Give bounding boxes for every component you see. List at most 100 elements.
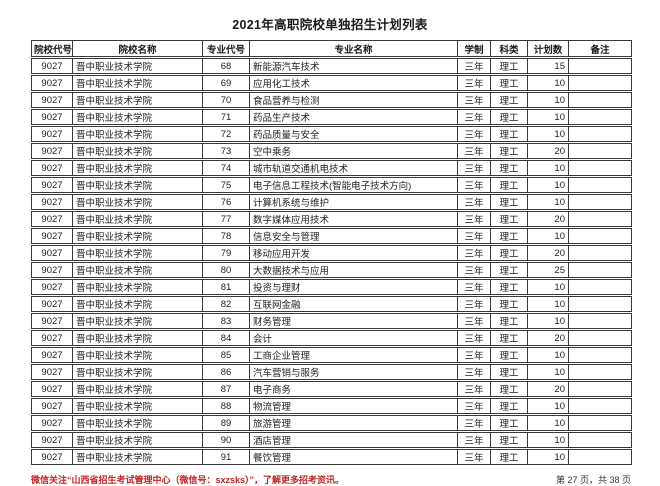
table-cell: 理工 bbox=[491, 245, 528, 261]
table-cell: 理工 bbox=[491, 347, 528, 363]
table-cell bbox=[569, 347, 632, 363]
table-cell: 三年 bbox=[458, 330, 491, 346]
table-row: 9027 晋中职业技术学院 89 旅游管理 三年 理工 10 bbox=[31, 415, 632, 431]
table-cell: 25 bbox=[528, 262, 569, 278]
table-cell: 药品生产技术 bbox=[250, 109, 458, 125]
table-cell: 75 bbox=[203, 177, 250, 193]
table-cell: 理工 bbox=[491, 92, 528, 108]
page-number: 第 27 页，共 38 页 bbox=[555, 475, 631, 485]
table-row: 9027 晋中职业技术学院 87 电子商务 三年 理工 20 bbox=[31, 381, 632, 397]
table-cell: 三年 bbox=[458, 143, 491, 159]
table-cell: 理工 bbox=[491, 228, 528, 244]
table-cell: 物流管理 bbox=[250, 398, 458, 414]
table-cell: 三年 bbox=[458, 381, 491, 397]
table-cell: 晋中职业技术学院 bbox=[73, 398, 203, 414]
table-cell: 理工 bbox=[491, 449, 528, 465]
table-cell: 三年 bbox=[458, 109, 491, 125]
table-cell bbox=[569, 364, 632, 380]
enrollment-plan-table: 院校代号 院校名称 专业代号 专业名称 学制 科类 计划数 备注 9027 晋中职业技术学院 68… bbox=[31, 39, 632, 466]
table-cell bbox=[569, 330, 632, 346]
table-cell: 城市轨道交通机电技术 bbox=[250, 160, 458, 176]
table-cell bbox=[569, 126, 632, 142]
table-cell: 77 bbox=[203, 211, 250, 227]
table-cell: 理工 bbox=[491, 262, 528, 278]
table-cell: 旅游管理 bbox=[250, 415, 458, 431]
table-cell: 83 bbox=[203, 313, 250, 329]
table-cell: 82 bbox=[203, 296, 250, 312]
table-cell: 10 bbox=[528, 160, 569, 176]
column-header-0: 院校代号 bbox=[31, 40, 73, 57]
table-cell: 晋中职业技术学院 bbox=[73, 58, 203, 74]
table-cell: 10 bbox=[528, 228, 569, 244]
table-cell: 三年 bbox=[458, 194, 491, 210]
table-cell: 9027 bbox=[31, 194, 73, 210]
table-cell bbox=[569, 449, 632, 465]
table-cell: 晋中职业技术学院 bbox=[73, 364, 203, 380]
table-cell: 10 bbox=[528, 126, 569, 142]
table-cell: 10 bbox=[528, 432, 569, 448]
table-cell: 76 bbox=[203, 194, 250, 210]
table-cell: 应用化工技术 bbox=[250, 75, 458, 91]
table-cell: 90 bbox=[203, 432, 250, 448]
table-cell: 理工 bbox=[491, 58, 528, 74]
table-cell: 晋中职业技术学院 bbox=[73, 228, 203, 244]
table-cell: 88 bbox=[203, 398, 250, 414]
table-cell: 数字媒体应用技术 bbox=[250, 211, 458, 227]
table-row: 9027 晋中职业技术学院 69 应用化工技术 三年 理工 10 bbox=[31, 75, 632, 91]
table-cell: 9027 bbox=[31, 381, 73, 397]
table-row: 9027 晋中职业技术学院 84 会计 三年 理工 20 bbox=[31, 330, 632, 346]
table-cell: 91 bbox=[203, 449, 250, 465]
table-cell: 食品营养与检测 bbox=[250, 92, 458, 108]
table-cell: 10 bbox=[528, 75, 569, 91]
column-header-4: 学制 bbox=[458, 40, 491, 57]
table-cell: 81 bbox=[203, 279, 250, 295]
table-cell: 理工 bbox=[491, 194, 528, 210]
column-header-3: 专业名称 bbox=[250, 40, 458, 57]
table-cell: 会计 bbox=[250, 330, 458, 346]
table-cell: 74 bbox=[203, 160, 250, 176]
table-cell: 9027 bbox=[31, 398, 73, 414]
table-cell: 晋中职业技术学院 bbox=[73, 143, 203, 159]
table-cell: 晋中职业技术学院 bbox=[73, 245, 203, 261]
table-cell: 三年 bbox=[458, 262, 491, 278]
table-row: 9027 晋中职业技术学院 82 互联网金融 三年 理工 10 bbox=[31, 296, 632, 312]
table-cell: 三年 bbox=[458, 211, 491, 227]
table-cell: 理工 bbox=[491, 364, 528, 380]
table-cell: 三年 bbox=[458, 177, 491, 193]
table-cell bbox=[569, 262, 632, 278]
table-cell: 财务管理 bbox=[250, 313, 458, 329]
table-cell: 9027 bbox=[31, 75, 73, 91]
table-cell bbox=[569, 381, 632, 397]
table-cell: 理工 bbox=[491, 381, 528, 397]
table-cell: 新能源汽车技术 bbox=[250, 58, 458, 74]
table-cell bbox=[569, 58, 632, 74]
table-cell: 三年 bbox=[458, 449, 491, 465]
table-cell: 理工 bbox=[491, 296, 528, 312]
table-cell bbox=[569, 313, 632, 329]
table-cell bbox=[569, 432, 632, 448]
table-cell: 空中乘务 bbox=[250, 143, 458, 159]
header-row: 院校代号 院校名称 专业代号 专业名称 学制 科类 计划数 备注 bbox=[31, 40, 632, 57]
table-row: 9027 晋中职业技术学院 73 空中乘务 三年 理工 20 bbox=[31, 143, 632, 159]
table-cell: 晋中职业技术学院 bbox=[73, 75, 203, 91]
table-cell: 移动应用开发 bbox=[250, 245, 458, 261]
table-row: 9027 晋中职业技术学院 77 数字媒体应用技术 三年 理工 20 bbox=[31, 211, 632, 227]
table-cell: 理工 bbox=[491, 330, 528, 346]
table-cell: 理工 bbox=[491, 109, 528, 125]
table-cell bbox=[569, 75, 632, 91]
table-cell: 9027 bbox=[31, 313, 73, 329]
table-cell: 工商企业管理 bbox=[250, 347, 458, 363]
table-row: 9027 晋中职业技术学院 81 投资与理财 三年 理工 10 bbox=[31, 279, 632, 295]
table-cell: 87 bbox=[203, 381, 250, 397]
table-cell: 理工 bbox=[491, 143, 528, 159]
table-cell bbox=[569, 177, 632, 193]
table-cell: 20 bbox=[528, 330, 569, 346]
table-cell: 70 bbox=[203, 92, 250, 108]
table-cell: 三年 bbox=[458, 432, 491, 448]
table-cell: 9027 bbox=[31, 245, 73, 261]
table-cell: 晋中职业技术学院 bbox=[73, 347, 203, 363]
table-cell: 晋中职业技术学院 bbox=[73, 330, 203, 346]
table-cell: 20 bbox=[528, 245, 569, 261]
table-row: 9027 晋中职业技术学院 91 餐饮管理 三年 理工 10 bbox=[31, 449, 632, 465]
table-cell: 86 bbox=[203, 364, 250, 380]
